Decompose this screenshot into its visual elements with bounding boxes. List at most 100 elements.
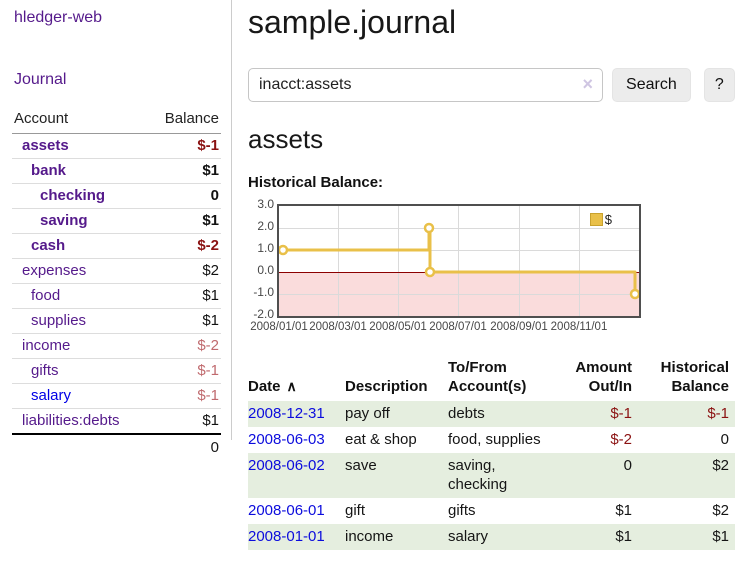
y-axis-tick-label: -2.0	[253, 307, 274, 321]
balance-step-line	[279, 222, 639, 300]
sidebar-account-row: gifts $-1	[12, 359, 221, 384]
transaction-date-link[interactable]: 2008-12-31	[248, 405, 325, 422]
transaction-amount-cell: $-1	[610, 405, 632, 422]
transaction-balance-cell: 0	[720, 431, 729, 448]
data-point-marker	[279, 244, 289, 256]
transaction-date-link[interactable]: 2008-06-03	[248, 431, 325, 448]
transaction-date-link[interactable]: 2008-01-01	[248, 528, 325, 545]
sidebar-account-row: salary $-1	[12, 384, 221, 409]
transaction-description-cell: save	[345, 457, 377, 474]
sidebar-account-link[interactable]: cash	[31, 237, 66, 254]
sidebar-account-link[interactable]: bank	[31, 162, 67, 179]
x-axis-tick-label: 2008/11/01	[550, 321, 608, 333]
sidebar: hledger-web Journal Account Balance asse…	[0, 0, 232, 456]
balance-column-header: Balance	[164, 110, 219, 127]
transaction-accounts-cell: saving, checking	[448, 457, 508, 493]
transaction-date-link[interactable]: 2008-06-02	[248, 457, 325, 474]
register-row: 2008-06-02 save saving, checking 0 $2	[248, 453, 735, 498]
vertical-gridline	[519, 206, 520, 316]
sidebar-account-balance: $1	[202, 312, 219, 329]
y-axis-tick-label: 0.0	[257, 263, 274, 277]
search-help-button[interactable]: ?	[703, 68, 735, 102]
chart-title: Historical Balance:	[248, 174, 384, 191]
sidebar-account-balance: $1	[202, 412, 219, 429]
x-axis-tick-label: 2008/05/01	[369, 321, 427, 333]
vertical-gridline	[579, 206, 580, 316]
sidebar-account-balance: $1	[202, 212, 219, 229]
sidebar-account-link[interactable]: gifts	[31, 362, 59, 379]
data-point-marker	[423, 222, 435, 234]
sidebar-account-link[interactable]: checking	[40, 187, 106, 204]
register-row: 2008-12-31 pay off debts $-1 $-1	[248, 401, 735, 427]
account-tree-total: 0	[12, 433, 221, 460]
search-input[interactable]	[248, 68, 604, 102]
chart-legend: $	[589, 212, 612, 227]
balance-chart: $ 3.0 2.0 1.0 0.0 -1.0 -2.0 2008/01/01 2008/03/…	[248, 197, 735, 336]
vertical-gridline	[398, 206, 399, 316]
transaction-date-link[interactable]: 2008-06-01	[248, 502, 325, 519]
transaction-date-cell: 2008-06-03	[248, 427, 345, 453]
x-axis-tick-label: 2008/09/01	[490, 321, 548, 333]
y-axis-tick-label: 3.0	[257, 197, 274, 211]
account-tree-header: Account Balance	[12, 108, 221, 134]
sidebar-account-balance: $1	[202, 287, 219, 304]
transaction-description-cell: gift	[345, 502, 366, 519]
column-header-amount: Amount Out/In	[575, 359, 632, 395]
sidebar-account-row: income $-2	[12, 334, 221, 359]
sidebar-account-link[interactable]: food	[31, 287, 61, 304]
transaction-amount-cell: $1	[615, 502, 632, 519]
clear-search-icon[interactable]: ×	[582, 74, 594, 94]
register-row: 2008-01-01 income salary $1 $1	[248, 524, 735, 550]
sort-ascending-icon: ∧	[286, 378, 297, 394]
legend-swatch-icon	[589, 213, 603, 226]
column-header-accounts: To/From Account(s)	[448, 359, 527, 395]
account-tree: Account Balance assets $-1 bank $1 check…	[12, 108, 221, 460]
x-axis-tick-label: 2008/07/01	[429, 321, 487, 333]
sidebar-account-link[interactable]: expenses	[22, 262, 87, 279]
sidebar-account-row: supplies $1	[12, 309, 221, 334]
register-header-row: Date ∧ Description To/From Account(s) Amo…	[248, 356, 735, 401]
sidebar-account-link[interactable]: supplies	[31, 312, 87, 329]
sidebar-account-row: liabilities:debts $1	[12, 409, 221, 433]
sidebar-account-link[interactable]: assets	[22, 137, 69, 154]
y-axis-tick-label: 1.0	[257, 241, 274, 255]
app-title-link[interactable]: hledger-web	[14, 9, 103, 26]
transaction-date-cell: 2008-01-01	[248, 524, 345, 550]
transaction-accounts-cell: gifts	[448, 502, 476, 519]
y-axis-tick-label: 2.0	[257, 219, 274, 233]
sidebar-account-link[interactable]: liabilities:debts	[22, 412, 120, 429]
nav-journal-link[interactable]: Journal	[14, 71, 67, 88]
register-row: 2008-06-01 gift gifts $1 $2	[248, 498, 735, 524]
transaction-balance-cell: $2	[712, 502, 729, 519]
legend-series-label: $	[604, 212, 612, 227]
x-axis-tick-label: 2008/03/01	[309, 321, 367, 333]
search-button[interactable]: Search	[612, 68, 691, 102]
sidebar-account-row: cash $-2	[12, 234, 221, 259]
column-header-date[interactable]: Date ∧	[248, 378, 297, 395]
search-bar: × Search ?	[248, 68, 735, 102]
vertical-gridline	[338, 206, 339, 316]
data-point-marker	[629, 288, 639, 300]
sidebar-account-link[interactable]: saving	[40, 212, 88, 229]
sidebar-account-row: expenses $2	[12, 259, 221, 284]
sidebar-account-link[interactable]: salary	[31, 387, 72, 404]
x-axis-tick-label: 2008/01/01	[250, 321, 308, 333]
transaction-balance-cell: $1	[712, 528, 729, 545]
sidebar-account-row: assets $-1	[12, 134, 221, 159]
sidebar-account-link[interactable]: income	[22, 337, 71, 354]
journal-title: sample.journal	[248, 4, 457, 40]
account-heading: assets	[248, 124, 324, 154]
y-axis-tick-label: -1.0	[253, 285, 274, 299]
sidebar-account-balance: $-1	[197, 387, 219, 404]
transaction-amount-cell: $1	[615, 528, 632, 545]
transaction-description-cell: eat & shop	[345, 431, 417, 448]
sidebar-account-balance: 0	[210, 187, 219, 204]
sidebar-account-balance: $2	[202, 262, 219, 279]
horizontal-gridline	[279, 294, 639, 295]
transaction-description-cell: pay off	[345, 405, 390, 422]
vertical-gridline	[458, 206, 459, 316]
transaction-balance-cell: $2	[712, 457, 729, 474]
transaction-amount-cell: $-2	[610, 431, 632, 448]
horizontal-gridline	[279, 228, 639, 229]
sidebar-account-row: saving $1	[12, 209, 221, 234]
